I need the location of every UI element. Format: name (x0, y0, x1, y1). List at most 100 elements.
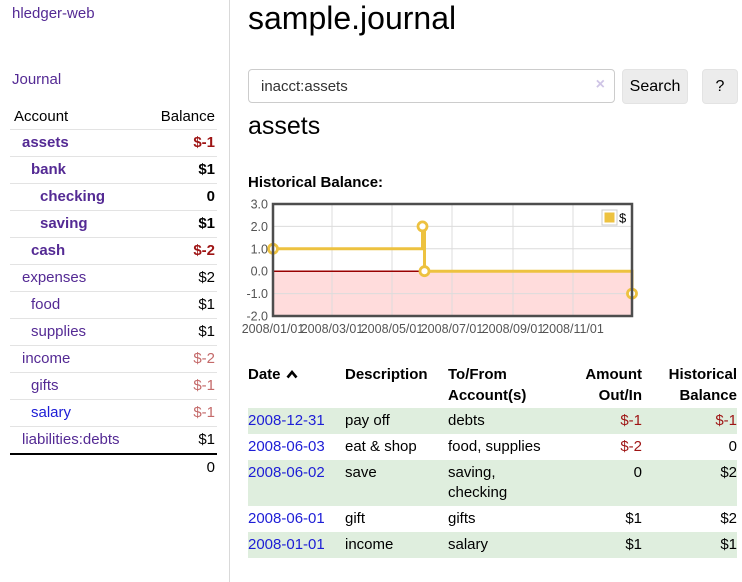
register-row: 2008-06-02 save saving, checking 0 $2 (248, 460, 737, 506)
transaction-date-link[interactable]: 2008-06-03 (248, 438, 325, 455)
account-balance: $1 (198, 430, 215, 448)
transaction-balance: $2 (720, 510, 737, 527)
legend-label: $ (619, 211, 627, 226)
sort-ascending-icon (286, 369, 298, 379)
register-row: 2008-06-01 gift gifts $1 $2 (248, 506, 737, 532)
search-form: × Search ? (248, 69, 738, 104)
date-header-label: Date (248, 366, 281, 383)
transaction-description: gift (345, 510, 366, 527)
x-axis-labels: 2008/01/01 2008/03/01 2008/05/01 2008/07… (242, 322, 604, 336)
account-link-supplies[interactable]: supplies (31, 322, 87, 340)
account-balance: $-1 (193, 403, 215, 421)
main-content: sample.journal × Search ? assets Histori… (242, 0, 742, 582)
y-axis-labels: 3.0 2.0 1.0 0.0 -1.0 -2.0 (246, 198, 268, 324)
search-input-wrap: × (248, 69, 615, 103)
account-row: salary $-1 (10, 399, 217, 426)
transaction-balance: $-1 (715, 412, 737, 429)
register-col-amount: Amount Out/In (585, 366, 642, 404)
account-link-liabilities-debts[interactable]: liabilities:debts (22, 430, 120, 448)
account-row: income $-2 (10, 345, 217, 372)
account-row: bank $1 (10, 156, 217, 183)
register-col-date[interactable]: Date (248, 362, 345, 408)
account-link-gifts[interactable]: gifts (31, 376, 59, 394)
help-button[interactable]: ? (702, 69, 738, 104)
x-tick: 2008/07/01 (421, 322, 484, 336)
app-title-link[interactable]: hledger-web (12, 5, 95, 22)
account-link-cash[interactable]: cash (31, 241, 66, 259)
transaction-amount: 0 (633, 464, 642, 481)
account-balance: $1 (198, 322, 215, 340)
register-row: 2008-01-01 income salary $1 $1 (248, 532, 737, 558)
account-row: supplies $1 (10, 318, 217, 345)
y-tick: -2.0 (246, 310, 268, 324)
sidebar: hledger-web Journal Account Balance asse… (0, 0, 230, 582)
transaction-date-link[interactable]: 2008-06-02 (248, 464, 325, 481)
register-header-row: Date Description To/From Account(s) Amou… (248, 362, 737, 408)
transaction-date-link[interactable]: 2008-06-01 (248, 510, 325, 527)
x-tick: 2008/09/01 (482, 322, 545, 336)
y-tick: 2.0 (251, 220, 268, 234)
transaction-amount: $1 (625, 510, 642, 527)
chart-legend: $ (601, 209, 627, 226)
transaction-accounts: saving, checking (448, 464, 508, 501)
nav-journal-link[interactable]: Journal (12, 71, 62, 88)
accounts-table: Account Balance assets $-1 bank $1 check… (10, 104, 217, 481)
account-row: liabilities:debts $1 (10, 426, 217, 454)
account-row: expenses $2 (10, 264, 217, 291)
register-col-balance: Historical Balance (668, 366, 737, 404)
page-title: sample.journal (248, 0, 457, 36)
account-heading: assets (248, 112, 321, 140)
account-link-bank[interactable]: bank (31, 160, 67, 178)
accounts-col-balance: Balance (160, 107, 215, 125)
x-tick: 2008/03/01 (301, 322, 364, 336)
transaction-balance: $1 (720, 536, 737, 553)
account-balance: $2 (198, 268, 215, 286)
account-balance: $1 (198, 295, 215, 313)
account-row: food $1 (10, 291, 217, 318)
x-tick: 2008/01/01 (242, 322, 305, 336)
account-link-checking[interactable]: checking (40, 187, 106, 205)
register-row: 2008-12-31 pay off debts $-1 $-1 (248, 408, 737, 434)
account-row: cash $-2 (10, 237, 217, 264)
register-col-accounts: To/From Account(s) (448, 366, 527, 404)
account-row: checking 0 (10, 183, 217, 210)
search-input[interactable] (248, 69, 615, 103)
data-point-markers (267, 220, 638, 300)
accounts-col-account: Account (14, 107, 69, 125)
account-balance: $-1 (193, 376, 215, 394)
transaction-accounts: debts (448, 412, 485, 429)
account-link-expenses[interactable]: expenses (22, 268, 87, 286)
account-link-food[interactable]: food (31, 295, 61, 313)
transaction-description: income (345, 536, 394, 553)
search-button[interactable]: Search (622, 69, 688, 104)
account-link-saving[interactable]: saving (40, 214, 88, 232)
transaction-amount: $-1 (620, 412, 642, 429)
transaction-accounts: gifts (448, 510, 476, 527)
accounts-total-balance: 0 (206, 458, 215, 476)
transaction-amount: $-2 (620, 438, 642, 455)
transaction-description: pay off (345, 412, 390, 429)
accounts-total-row: 0 (10, 453, 217, 481)
transaction-description: eat & shop (345, 438, 417, 455)
plot-border (271, 202, 634, 318)
register-row: 2008-06-03 eat & shop food, supplies $-2… (248, 434, 737, 460)
account-row: gifts $-1 (10, 372, 217, 399)
account-balance: $-2 (193, 349, 215, 367)
y-tick: 3.0 (251, 198, 268, 212)
account-link-salary[interactable]: salary (31, 403, 72, 421)
register-col-description: Description (345, 366, 428, 383)
transaction-balance: $2 (720, 464, 737, 481)
account-link-income[interactable]: income (22, 349, 71, 367)
account-balance: 0 (206, 187, 215, 205)
y-tick: 0.0 (251, 265, 268, 279)
transaction-amount: $1 (625, 536, 642, 553)
transaction-date-link[interactable]: 2008-01-01 (248, 536, 325, 553)
clear-search-icon[interactable]: × (595, 76, 605, 93)
transaction-date-link[interactable]: 2008-12-31 (248, 412, 325, 429)
legend-swatch (604, 212, 615, 223)
x-tick: 2008/05/01 (361, 322, 424, 336)
transaction-balance: 0 (728, 438, 737, 455)
account-link-assets[interactable]: assets (22, 133, 69, 151)
x-tick: 2008/11/01 (542, 322, 604, 336)
